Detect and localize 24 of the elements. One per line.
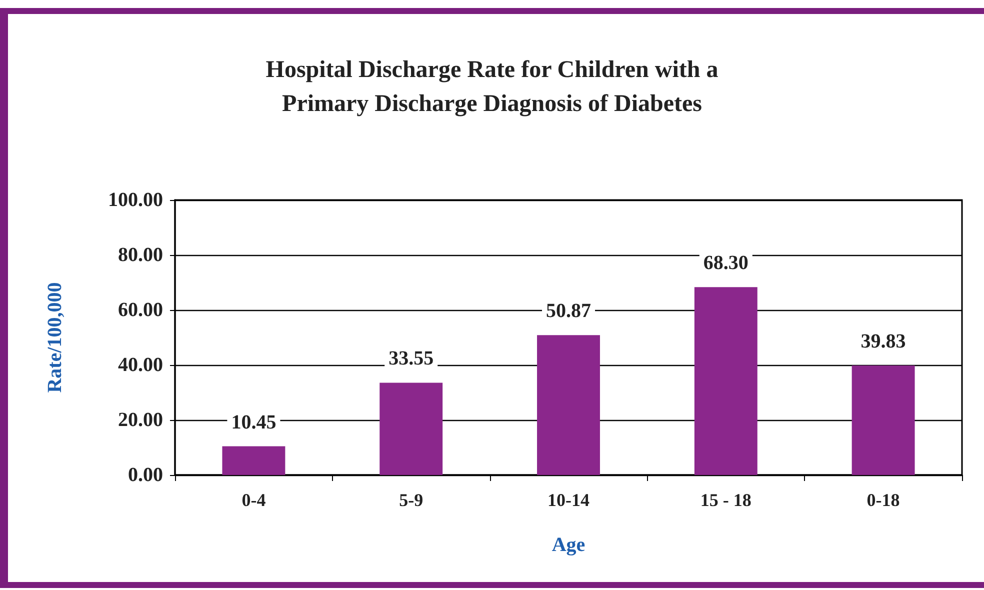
x-tick-label: 0-4 [242, 490, 266, 510]
x-tick-label: 10-14 [548, 490, 590, 510]
data-label: 10.45 [231, 411, 276, 434]
bar [222, 446, 286, 475]
y-tick-label: 80.00 [118, 244, 163, 266]
x-tick-label: 5-9 [399, 490, 424, 510]
data-label: 68.30 [703, 252, 748, 274]
x-axis-title: Age [552, 534, 586, 556]
data-label: 33.55 [388, 348, 434, 370]
data-label: 39.83 [860, 330, 906, 352]
y-tick-label: 60.00 [118, 299, 163, 321]
y-tick-label: 100.00 [108, 189, 163, 211]
bar [694, 287, 758, 475]
y-tick-label: 40.00 [118, 354, 163, 376]
bar [380, 382, 443, 475]
bar [537, 335, 600, 475]
data-label: 50.87 [546, 300, 591, 322]
x-tick-label: 15 - 18 [700, 490, 752, 510]
chart-title: Hospital Discharge Rate for Children with a Primary Discharge Diagnosis of Diabetes [266, 57, 718, 117]
y-tick-label: 0.00 [128, 464, 163, 486]
y-tick-label: 20.00 [118, 409, 163, 431]
y-axis-title: Rate/100,000 [44, 282, 66, 393]
x-tick-label: 0-18 [866, 490, 900, 510]
bar [852, 365, 915, 475]
